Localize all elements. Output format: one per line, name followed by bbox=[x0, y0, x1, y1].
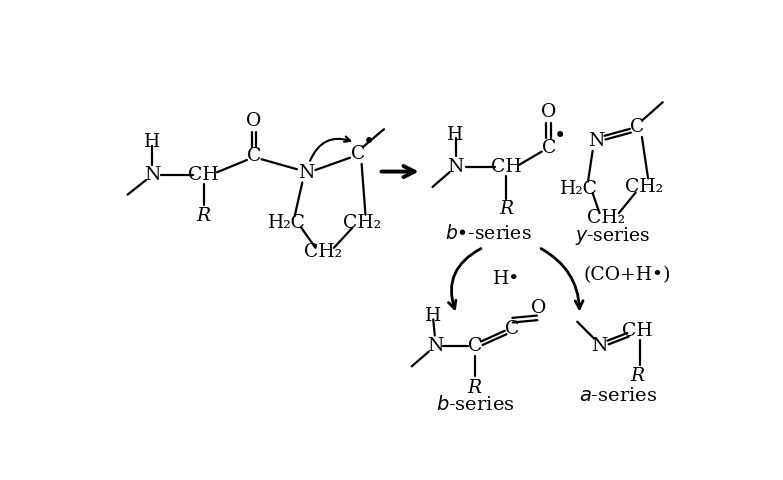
Text: $\it{b}$-series: $\it{b}$-series bbox=[435, 395, 514, 414]
Text: R: R bbox=[630, 367, 644, 385]
Text: •: • bbox=[363, 133, 375, 152]
FancyArrowPatch shape bbox=[310, 136, 350, 161]
Text: H: H bbox=[144, 133, 161, 151]
Text: •: • bbox=[554, 127, 565, 145]
Text: N: N bbox=[590, 337, 607, 355]
Text: O: O bbox=[246, 112, 262, 130]
Text: CH: CH bbox=[622, 322, 652, 340]
FancyArrowPatch shape bbox=[541, 249, 583, 309]
Text: N: N bbox=[298, 164, 315, 182]
Text: $\it{a}$-series: $\it{a}$-series bbox=[579, 387, 657, 406]
Text: $\it{b}$•-series: $\it{b}$•-series bbox=[446, 224, 532, 243]
Text: O: O bbox=[531, 299, 547, 317]
FancyArrowPatch shape bbox=[449, 249, 481, 309]
Text: H: H bbox=[447, 126, 464, 144]
Text: C: C bbox=[505, 321, 520, 338]
Text: CH₂: CH₂ bbox=[587, 209, 626, 227]
Text: C: C bbox=[247, 147, 261, 165]
Text: C: C bbox=[351, 145, 365, 163]
Text: C: C bbox=[467, 337, 482, 355]
Text: CH: CH bbox=[491, 158, 521, 176]
Text: CH₂: CH₂ bbox=[625, 178, 663, 196]
Text: C: C bbox=[542, 139, 556, 156]
Text: (CO+H•): (CO+H•) bbox=[583, 266, 671, 284]
Text: R: R bbox=[197, 207, 211, 225]
Text: C: C bbox=[630, 118, 644, 136]
Text: CH₂: CH₂ bbox=[304, 243, 342, 262]
Text: CH₂: CH₂ bbox=[343, 214, 381, 232]
Text: CH: CH bbox=[189, 166, 219, 184]
Text: N: N bbox=[427, 337, 443, 355]
Text: R: R bbox=[500, 200, 514, 218]
Text: H: H bbox=[425, 307, 442, 324]
Text: H•: H• bbox=[493, 270, 520, 288]
Text: $\it{y}$-series: $\it{y}$-series bbox=[575, 225, 651, 247]
Text: H₂C: H₂C bbox=[268, 214, 306, 232]
Text: O: O bbox=[541, 103, 557, 121]
Text: H₂C: H₂C bbox=[560, 180, 597, 197]
Text: R: R bbox=[467, 379, 482, 397]
Text: N: N bbox=[144, 166, 161, 184]
Text: N: N bbox=[588, 132, 604, 150]
Text: N: N bbox=[447, 158, 464, 176]
